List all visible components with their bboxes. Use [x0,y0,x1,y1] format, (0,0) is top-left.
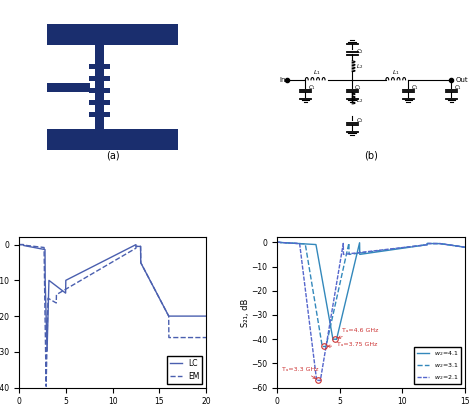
LC [165,313,171,318]
Polygon shape [89,112,110,118]
LC [92,263,98,268]
Text: $C_1$: $C_1$ [454,83,462,92]
EM [145,273,151,278]
Polygon shape [89,76,110,81]
Text: $C_1$: $C_1$ [355,83,363,92]
Text: (b): (b) [364,151,378,161]
Y-axis label: S₂₁, dB: S₂₁, dB [241,298,250,327]
LC [35,246,41,251]
Line: LC: LC [19,245,206,351]
Text: Out: Out [455,77,468,83]
LC [203,314,209,319]
Text: $L_2$: $L_2$ [356,62,363,71]
Text: In: In [279,77,286,83]
Text: $L_2$: $L_2$ [356,96,363,105]
Text: $C_1$: $C_1$ [308,83,316,92]
Legend: LC, EM: LC, EM [167,356,202,384]
EM [203,335,209,340]
Text: Tₐ=3.3 GHz: Tₐ=3.3 GHz [283,367,319,379]
Text: Tₐ=4.6 GHz: Tₐ=4.6 GHz [338,328,379,338]
Text: $C_1$: $C_1$ [410,83,419,92]
Legend: $w_2$=4.1, $w_2$=3.1, $w_2$=2.1: $w_2$=4.1, $w_2$=3.1, $w_2$=2.1 [414,346,461,384]
Polygon shape [47,24,178,45]
EM [99,266,104,271]
Text: $L_1$: $L_1$ [313,69,321,78]
Text: (a): (a) [106,151,119,161]
Polygon shape [89,88,110,93]
EM [43,384,49,389]
LC [162,307,168,312]
EM [35,244,41,249]
Polygon shape [47,83,90,92]
EM [16,242,22,247]
LC [145,273,151,278]
Polygon shape [89,64,110,69]
Text: $C_2$: $C_2$ [356,47,364,55]
Line: EM: EM [19,245,206,386]
LC [99,259,104,264]
Text: $C_2$: $C_2$ [356,117,364,126]
LC [44,348,50,353]
EM [165,313,171,318]
Polygon shape [47,129,178,151]
Text: $L_1$: $L_1$ [392,69,400,78]
Polygon shape [89,100,110,105]
EM [162,307,168,312]
LC [16,242,22,247]
Polygon shape [95,45,104,129]
Text: Tₐ=3.75 GHz: Tₐ=3.75 GHz [328,342,378,348]
EM [92,270,98,275]
